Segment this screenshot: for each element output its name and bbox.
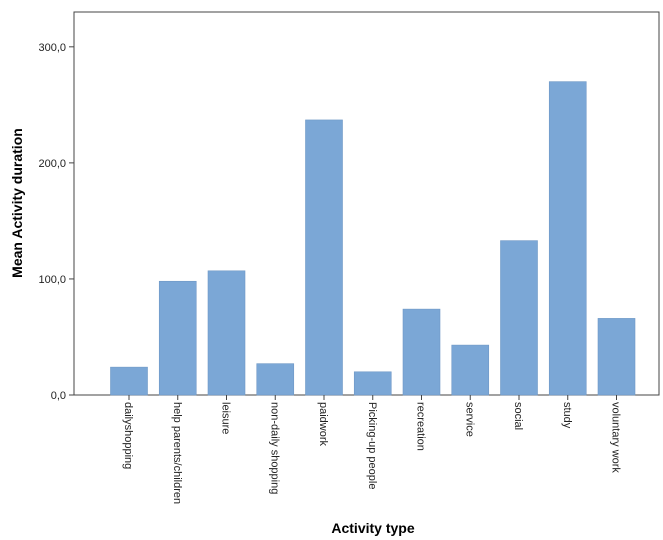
y-tick-label: 300,0 (38, 42, 66, 54)
bar-social (500, 240, 538, 396)
bar-non-daily-shopping (256, 363, 295, 396)
bar-service (451, 344, 490, 396)
x-tick-label: recreation (415, 402, 427, 451)
x-tick-label: Picking-up people (366, 402, 378, 489)
x-tick-label: paidwork (317, 402, 329, 447)
y-axis: 0,0 100,0 200,0 300,0 (38, 42, 74, 402)
x-tick-label: leisure (220, 402, 232, 434)
bar-study (548, 81, 587, 396)
x-tick-label: social (512, 402, 524, 430)
x-axis: dailyshopping help parents/children leisur… (122, 395, 622, 504)
bar-dailyshopping (110, 366, 148, 396)
y-axis-title: Mean Activity duration (9, 128, 25, 278)
x-tick-label: dailyshopping (122, 402, 134, 469)
y-tick-label: 100,0 (38, 274, 66, 286)
bars-group (110, 81, 636, 396)
bar-leisure (207, 270, 246, 396)
bar-paidwork (305, 119, 343, 396)
x-tick-label: study (561, 402, 573, 429)
bar-voluntary-work (597, 318, 636, 396)
x-tick-label: service (463, 402, 475, 437)
y-tick-label: 0,0 (51, 390, 66, 402)
bar-help-parents-children (158, 280, 197, 396)
x-tick-label: non-daily shopping (268, 402, 280, 494)
x-tick-label: voluntary work (610, 402, 622, 473)
x-tick-label: help parents/children (171, 402, 183, 504)
bar-recreation (402, 308, 441, 396)
bar-picking-up-people (353, 371, 392, 396)
x-axis-title: Activity type (331, 520, 414, 536)
y-tick-label: 200,0 (38, 158, 66, 170)
